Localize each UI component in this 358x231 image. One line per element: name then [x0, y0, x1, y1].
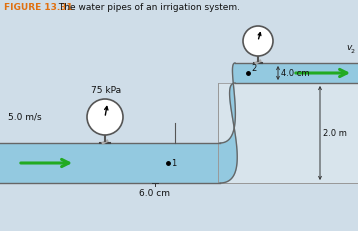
- Text: 1: 1: [171, 159, 176, 168]
- Bar: [218, 84, 358, 183]
- Text: 5.0 m/s: 5.0 m/s: [8, 112, 42, 122]
- Text: 6.0 cm: 6.0 cm: [140, 188, 170, 197]
- Text: 4.0 cm: 4.0 cm: [281, 69, 310, 78]
- Text: 2: 2: [251, 64, 256, 73]
- Text: FIGURE 13.31: FIGURE 13.31: [4, 3, 73, 12]
- Text: The water pipes of an irrigation system.: The water pipes of an irrigation system.: [56, 3, 240, 12]
- Bar: [0, 143, 220, 183]
- Circle shape: [87, 100, 123, 135]
- Text: 2: 2: [351, 49, 355, 54]
- Text: 2.0 m: 2.0 m: [323, 129, 347, 138]
- Text: v: v: [346, 43, 351, 52]
- Polygon shape: [220, 64, 237, 183]
- Bar: [235, 64, 358, 84]
- Text: 75 kPa: 75 kPa: [91, 86, 121, 94]
- Circle shape: [243, 27, 273, 57]
